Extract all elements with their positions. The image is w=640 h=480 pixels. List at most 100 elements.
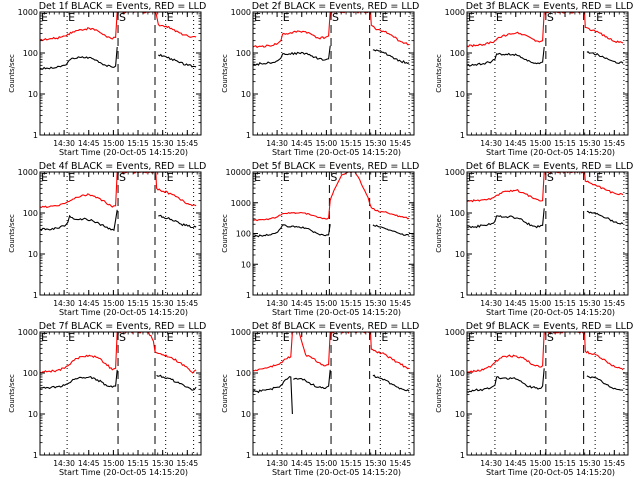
x-tick-label: 15:15 <box>340 299 362 308</box>
x-tick-label: 15:45 <box>177 459 199 468</box>
y-tick-label: 100 <box>236 369 251 378</box>
marker-label-start: E <box>468 11 475 24</box>
y-axis-label: Counts/sec <box>8 374 16 413</box>
y-tick-label: 1000 <box>231 328 251 337</box>
y-axis-label: Counts/sec <box>221 374 229 413</box>
marker-label: E <box>381 11 388 24</box>
x-tick-label: 15:15 <box>554 139 576 148</box>
x-tick-label: 15:45 <box>177 299 199 308</box>
marker-label: E <box>496 11 503 24</box>
x-tick-label: 15:00 <box>316 459 338 468</box>
x-tick-label: 14:45 <box>505 299 527 308</box>
x-tick-label: 14:45 <box>291 139 313 148</box>
x-tick-label: 15:30 <box>152 299 174 308</box>
series-line-events <box>467 368 624 393</box>
marker-label-start: E <box>41 331 48 344</box>
y-tick-label: 10 <box>455 410 465 419</box>
panel-title: Det 4f BLACK = Events, RED = LLD <box>39 161 207 172</box>
y-tick-label: 1 <box>246 451 251 460</box>
axes-frame <box>466 331 629 456</box>
y-tick-label: 10000 <box>226 168 251 177</box>
y-tick-label: 1 <box>33 131 38 140</box>
marker-label: E <box>283 171 290 184</box>
series-line-events <box>253 369 410 415</box>
x-tick-label: 15:00 <box>103 459 125 468</box>
y-tick-label: 10 <box>241 90 251 99</box>
y-tick-label: 100 <box>450 49 465 58</box>
series-line-lld <box>253 332 410 372</box>
x-tick-label: 14:45 <box>78 299 100 308</box>
x-tick-label: 15:00 <box>103 139 125 148</box>
x-tick-label: 14:30 <box>53 299 75 308</box>
axes-frame <box>466 11 629 136</box>
series-line-lld <box>467 12 624 48</box>
x-axis-label: Start Time (20-Oct-05 14:15:20) <box>486 148 615 157</box>
x-tick-label: 15:45 <box>390 459 412 468</box>
x-tick-label: 14:30 <box>480 459 502 468</box>
series-line-lld <box>467 172 624 203</box>
marker-label: E <box>596 171 603 184</box>
x-tick-label: 14:45 <box>291 459 313 468</box>
y-tick-label: 10 <box>455 90 465 99</box>
axes-frame <box>466 171 629 296</box>
x-tick-label: 15:00 <box>530 299 552 308</box>
x-tick-label: 14:45 <box>78 459 100 468</box>
panel-title: Det 9f BLACK = Events, RED = LLD <box>466 321 634 332</box>
y-tick-label: 1000 <box>445 8 465 17</box>
panel-title: Det 6f BLACK = Events, RED = LLD <box>466 161 634 172</box>
marker-label: S <box>547 331 554 344</box>
marker-label-start: E <box>468 171 475 184</box>
x-axis-label: Start Time (20-Oct-05 14:15:20) <box>272 468 401 477</box>
x-tick-label: 15:30 <box>579 299 601 308</box>
marker-label: S <box>547 11 554 24</box>
marker-label-start: E <box>468 331 475 344</box>
x-tick-label: 14:45 <box>78 139 100 148</box>
marker-label: E <box>167 11 174 24</box>
series-line-lld <box>467 332 624 373</box>
x-tick-label: 15:15 <box>127 459 149 468</box>
x-tick-label: 14:45 <box>291 299 313 308</box>
x-tick-label: 15:30 <box>365 299 387 308</box>
x-axis-label: Start Time (20-Oct-05 14:15:20) <box>486 308 615 317</box>
series-line-events <box>253 45 410 66</box>
marker-label-start: E <box>254 171 261 184</box>
marker-label: E <box>496 331 503 344</box>
y-axis-label: Counts/sec <box>435 214 443 253</box>
x-tick-label: 15:45 <box>604 139 626 148</box>
y-axis-label: Counts/sec <box>435 54 443 93</box>
y-tick-label: 1 <box>460 291 465 300</box>
y-tick-label: 1000 <box>18 328 38 337</box>
x-tick-label: 15:00 <box>316 299 338 308</box>
x-tick-label: 14:30 <box>480 299 502 308</box>
x-axis-label: Start Time (20-Oct-05 14:15:20) <box>486 468 615 477</box>
axes-frame <box>39 171 202 296</box>
marker-label: S <box>332 331 339 344</box>
x-axis-label: Start Time (20-Oct-05 14:15:20) <box>272 148 401 157</box>
x-tick-label: 15:00 <box>530 139 552 148</box>
x-tick-label: 15:30 <box>579 459 601 468</box>
marker-label: S <box>119 11 126 24</box>
y-tick-label: 10 <box>28 90 38 99</box>
series-line-events <box>467 208 624 229</box>
panel-title: Det 2f BLACK = Events, RED = LLD <box>252 1 420 12</box>
series-line-lld <box>253 172 410 222</box>
series-line-events <box>40 369 197 391</box>
y-tick-label: 1 <box>33 451 38 460</box>
x-tick-label: 14:30 <box>266 139 288 148</box>
axes-frame <box>252 331 415 456</box>
y-tick-label: 1 <box>33 291 38 300</box>
panel-title: Det 8f BLACK = Events, RED = LLD <box>252 321 420 332</box>
x-tick-label: 15:30 <box>152 459 174 468</box>
axes-frame <box>252 11 415 136</box>
marker-label: S <box>330 171 337 184</box>
x-tick-label: 15:45 <box>604 459 626 468</box>
y-tick-label: 1000 <box>231 199 251 208</box>
y-tick-label: 10 <box>455 250 465 259</box>
series-line-lld <box>40 12 197 42</box>
x-axis-label: Start Time (20-Oct-05 14:15:20) <box>59 148 188 157</box>
x-axis-label: Start Time (20-Oct-05 14:15:20) <box>59 468 188 477</box>
